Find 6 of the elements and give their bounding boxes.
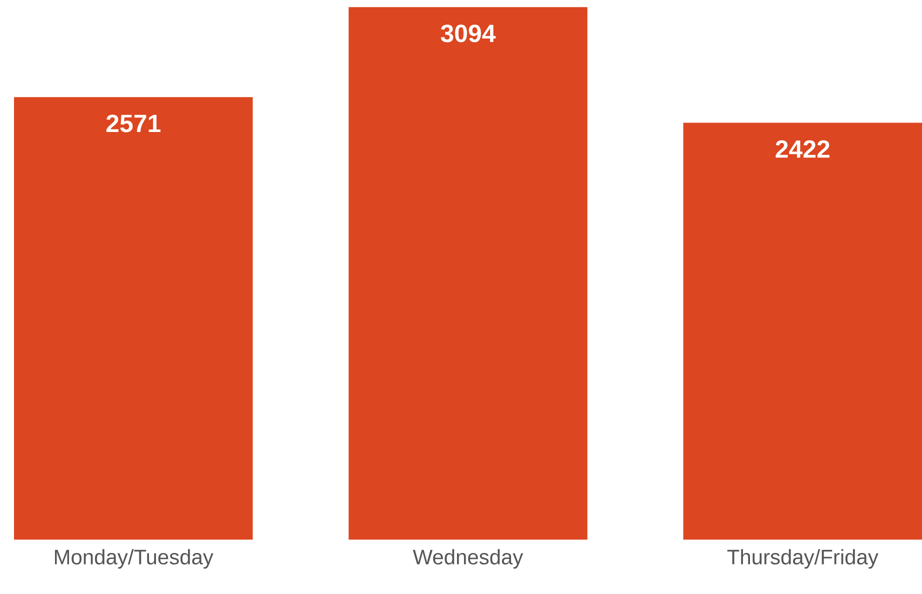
x-tick-label: Monday/Tuesday <box>55 549 214 569</box>
data-label: 2422 <box>776 140 830 158</box>
x-tick-label: Wednesday <box>412 549 524 569</box>
data-label: 2571 <box>106 114 160 133</box>
data-label: 3094 <box>440 24 496 43</box>
x-tick-label: Thursday/Friday <box>727 549 878 569</box>
